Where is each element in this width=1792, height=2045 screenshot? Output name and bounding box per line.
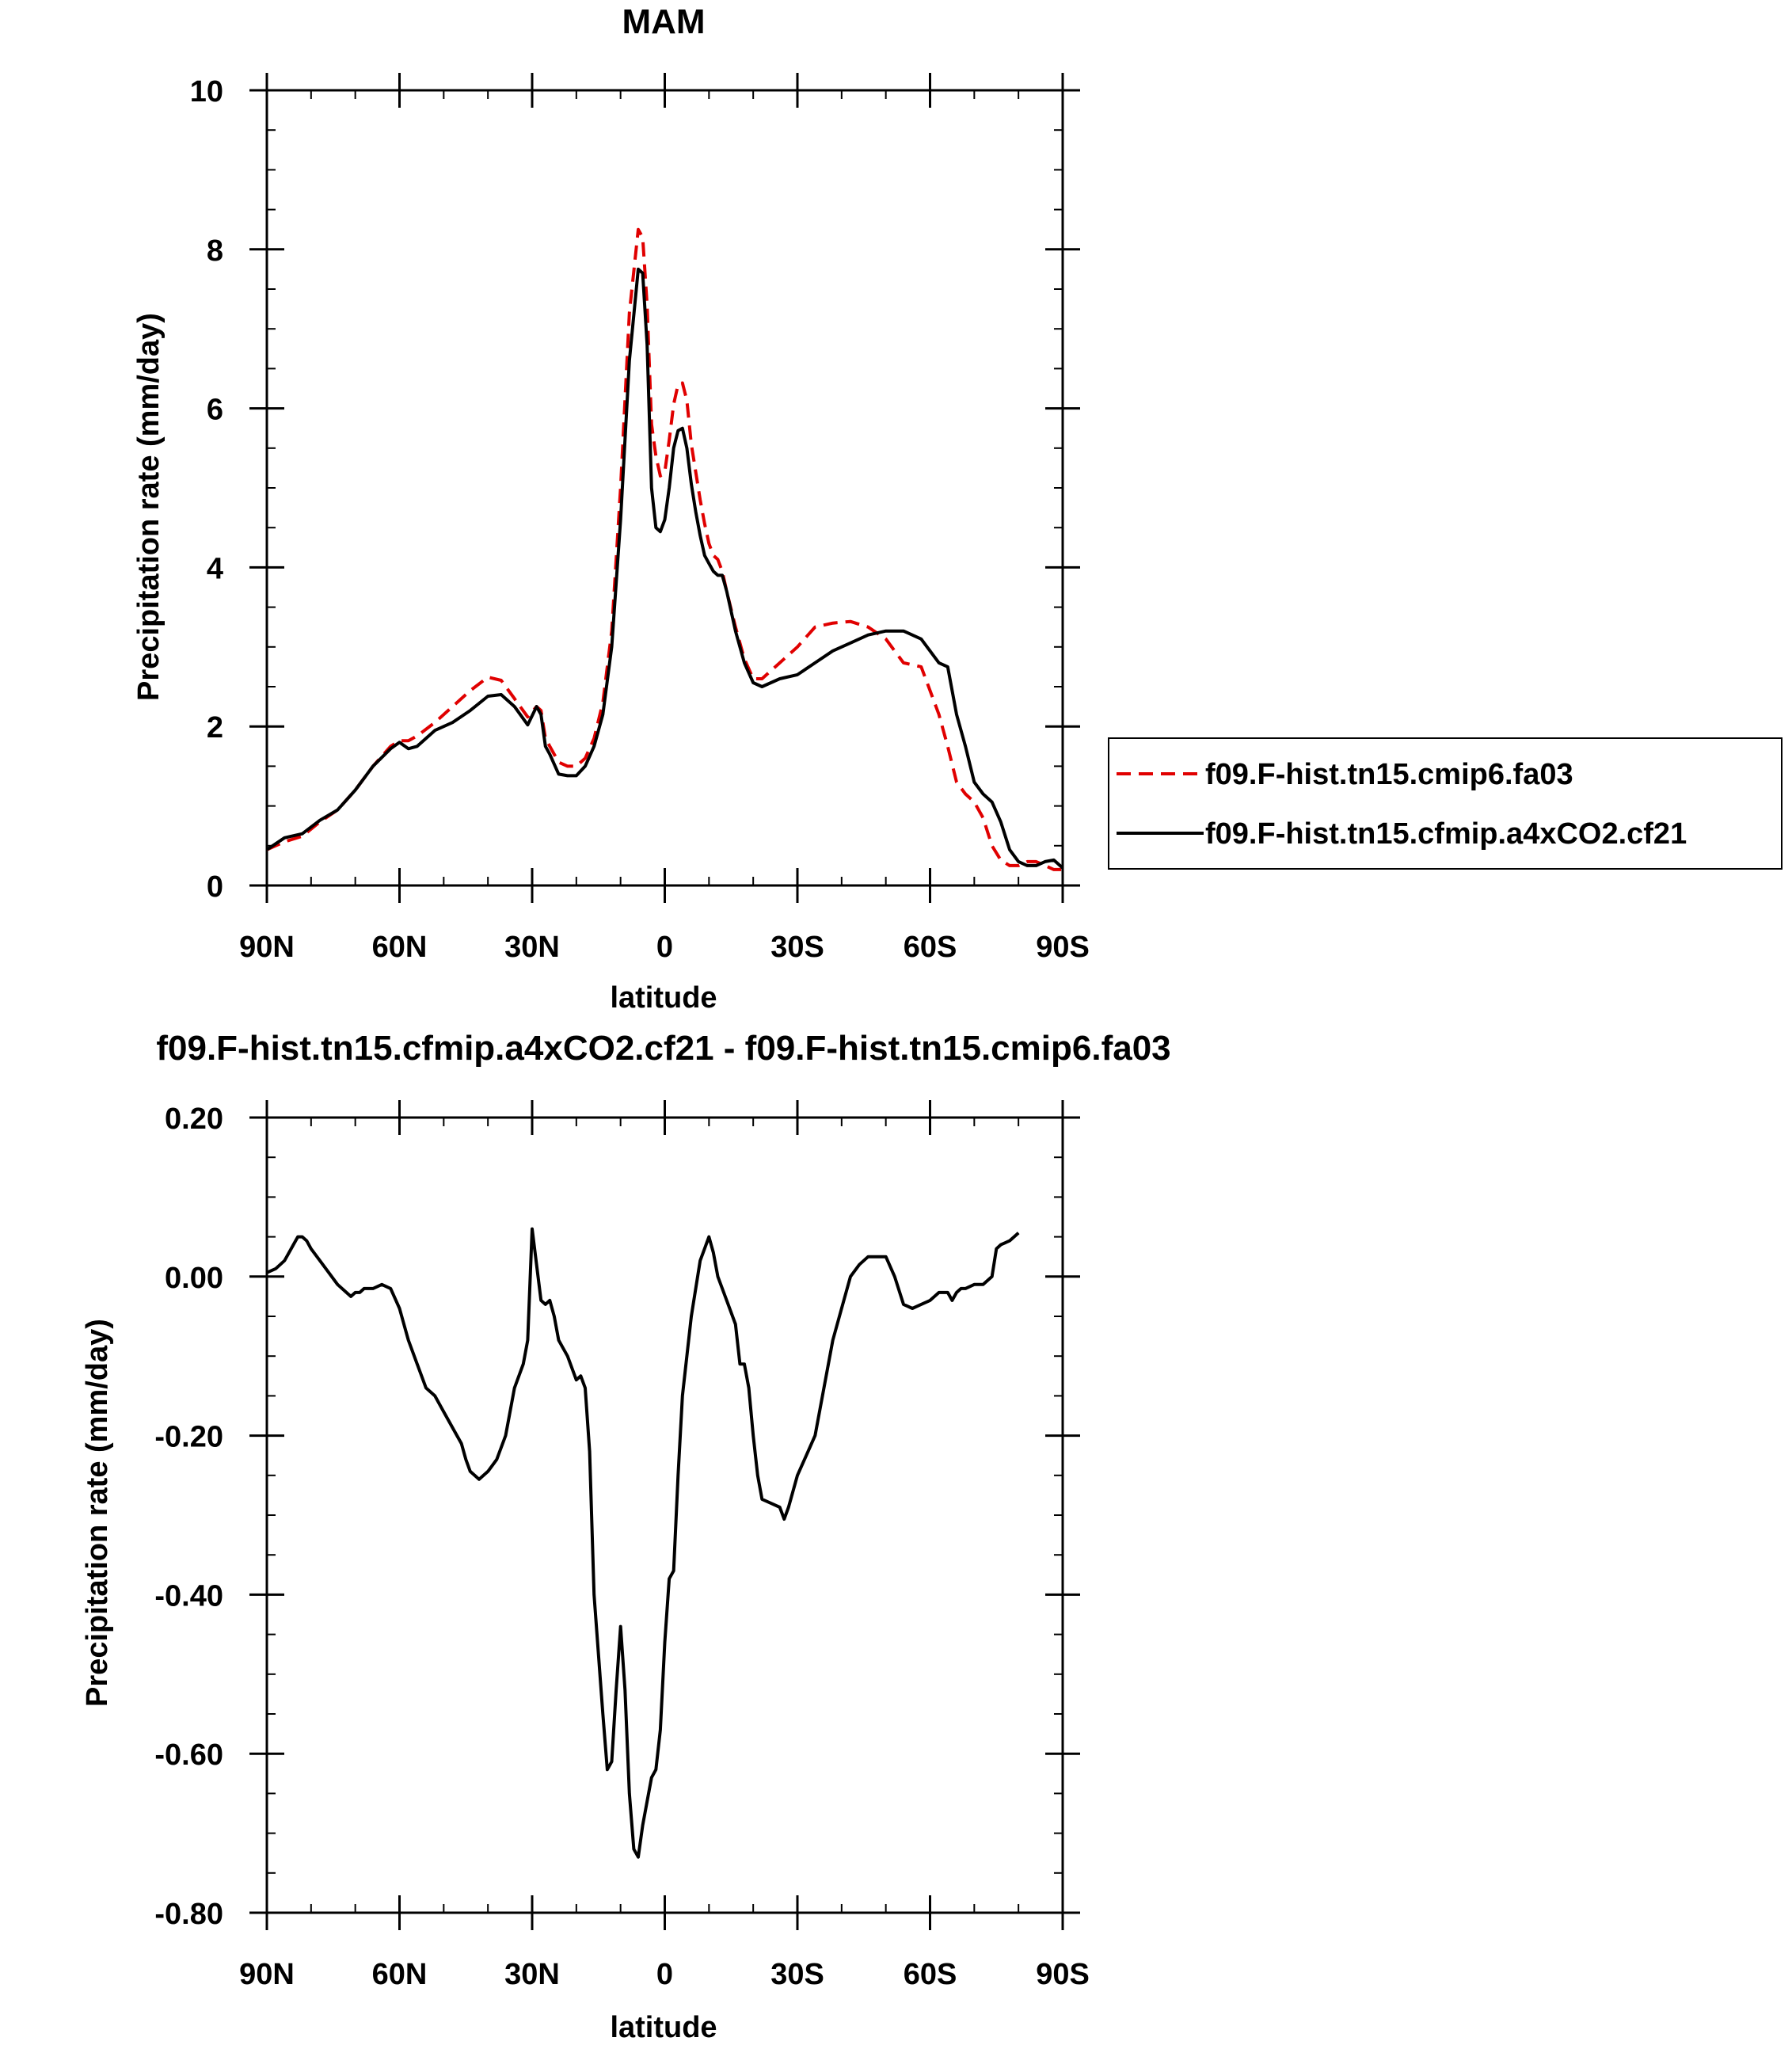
axis-ticks	[249, 73, 1080, 903]
plot-frame	[265, 89, 1064, 887]
axis-ticks	[249, 1100, 1080, 1930]
y-tick-labels: 0 2 4 6 8 10	[190, 75, 223, 904]
legend-box	[1108, 737, 1782, 870]
y-tick-label: 2	[207, 711, 223, 745]
series-lines	[266, 1227, 1020, 1859]
y-tick-label: 8	[207, 234, 223, 268]
y-tick-label: -0.60	[154, 1738, 223, 1772]
x-tick-label: 60N	[372, 1958, 428, 1991]
x-tick-label: 60S	[904, 931, 957, 964]
y-tick-label: -0.20	[154, 1421, 223, 1454]
y-axis-label: Precipitation rate (mm/day)	[132, 313, 166, 701]
x-axis-label: latitude	[610, 981, 717, 1015]
x-tick-label: 30N	[504, 1958, 560, 1991]
x-tick-label: 30N	[504, 931, 560, 964]
x-tick-label: 90S	[1036, 1958, 1090, 1991]
mean-precip-panel: MAM 0 2 4 6 8 10 90N 60N 30N 0 30S 60S 90S latitude…	[132, 2, 1782, 1015]
y-tick-label: -0.80	[154, 1898, 223, 1931]
y-tick-label: -0.40	[154, 1579, 223, 1613]
y-tick-label: 6	[207, 394, 223, 427]
series-lines	[265, 227, 1064, 871]
chart-title: MAM	[622, 2, 705, 41]
series-line-2	[265, 267, 1064, 870]
y-tick-label: 10	[190, 75, 223, 109]
x-tick-label: 90S	[1036, 931, 1090, 964]
legend-label-series-2: f09.F-hist.tn15.cfmip.a4xCO2.cf21	[1205, 817, 1687, 851]
x-tick-labels: 90N 60N 30N 0 30S 60S 90S	[239, 931, 1090, 964]
x-tick-label: 60N	[372, 931, 428, 964]
series-line-1	[266, 1227, 1020, 1859]
y-tick-labels: -0.80 -0.60 -0.40 -0.20 0.00 0.20	[154, 1102, 223, 1931]
x-tick-label: 30S	[770, 1958, 824, 1991]
x-tick-label: 90N	[239, 1958, 295, 1991]
x-tick-labels: 90N 60N 30N 0 30S 60S 90S	[239, 1958, 1090, 1991]
series-line-1	[266, 227, 1063, 871]
plot-frame	[265, 1116, 1064, 1914]
y-tick-label: 0	[207, 870, 223, 904]
y-axis-label: Precipitation rate (mm/day)	[81, 1319, 114, 1707]
x-tick-label: 90N	[239, 931, 295, 964]
x-tick-label: 60S	[904, 1958, 957, 1991]
x-tick-label: 0	[656, 931, 673, 964]
chart-title: f09.F-hist.tn15.cfmip.a4xCO2.cf21 - f09.…	[156, 1029, 1170, 1068]
y-tick-label: 0.20	[165, 1102, 223, 1136]
legend-label-series-1: f09.F-hist.tn15.cmip6.fa03	[1205, 758, 1573, 791]
x-axis-label: latitude	[610, 2011, 717, 2044]
difference-panel: f09.F-hist.tn15.cfmip.a4xCO2.cf21 - f09.…	[81, 1029, 1171, 2044]
x-tick-label: 30S	[770, 931, 824, 964]
y-tick-label: 0.00	[165, 1262, 223, 1295]
y-tick-label: 4	[207, 552, 223, 585]
x-tick-label: 0	[656, 1958, 673, 1991]
legend: f09.F-hist.tn15.cmip6.fa03 f09.F-hist.tn…	[1108, 737, 1782, 870]
